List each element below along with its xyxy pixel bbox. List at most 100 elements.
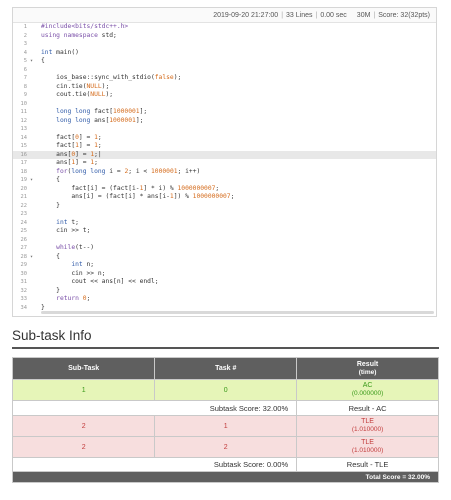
task-result: TLE (1.010000)	[296, 436, 439, 458]
code-line[interactable]: 18 for(long long i = 2; i < 1000001; i++…	[13, 168, 436, 177]
line-number: 3	[23, 41, 27, 47]
code-line[interactable]: 7 ios_base::sync_with_stdio(false);	[13, 74, 436, 83]
code-line[interactable]: 6	[13, 66, 436, 75]
line-number: 23	[20, 211, 28, 217]
code-line[interactable]: 3	[13, 40, 436, 49]
code-line[interactable]: 11 long long fact[1000001];	[13, 108, 436, 117]
subtask-result: Result - TLE	[296, 457, 439, 472]
code-line[interactable]: 16 ans[0] = 1;|	[13, 150, 436, 159]
code-editor[interactable]: 1 #include<bits/stdc++.h> 2 using namespace…	[13, 23, 436, 316]
line-number: 15	[20, 143, 28, 149]
code-line[interactable]: 28 ▾ {	[13, 253, 436, 262]
task-number: 1	[154, 415, 298, 437]
task-number: 0	[154, 379, 298, 401]
line-number: 7	[23, 75, 27, 81]
code-line[interactable]: 10	[13, 100, 436, 109]
code-text: }	[41, 303, 45, 311]
code-text: ans[0] = 1;|	[41, 150, 102, 158]
code-line[interactable]: 22 }	[13, 202, 436, 211]
code-line[interactable]: 4 int main()	[13, 49, 436, 58]
code-text: {	[41, 176, 60, 183]
line-number: 25	[20, 228, 28, 234]
line-number: 1	[23, 24, 27, 30]
fold-toggle-icon[interactable]: ▾	[30, 177, 34, 183]
code-line[interactable]: 23	[13, 210, 436, 219]
code-text: cout << ans[n] << endl;	[41, 278, 159, 285]
code-text: cin.tie(NULL);	[41, 82, 110, 90]
code-text: long long ans[1000001];	[56, 116, 144, 124]
task-number: 2	[154, 436, 298, 458]
code-line[interactable]: 9 cout.tie(NULL);	[13, 91, 436, 100]
total-score-row: Total Score = 32.00%	[12, 471, 439, 483]
code-text: int main()	[41, 48, 79, 56]
line-number: 20	[20, 185, 28, 192]
code-line[interactable]: 19 ▾ {	[13, 176, 436, 185]
col-header-subtask: Sub-Task	[11, 357, 156, 380]
code-line[interactable]: 14 fact[0] = 1;	[13, 134, 436, 143]
line-number: 12	[20, 117, 28, 124]
col-header-task: Task #	[154, 357, 298, 380]
code-text: ios_base::sync_with_stdio(false);	[41, 74, 182, 81]
line-number: 22	[20, 202, 28, 209]
line-number: 2	[23, 32, 27, 39]
code-text: fact[i] = (fact[i-1] * i) % 1000000007;	[41, 184, 220, 192]
submission-timestamp: 2019-09-20 21:27:00	[213, 11, 279, 19]
code-line[interactable]: 34}	[13, 304, 436, 313]
line-number: 9	[23, 92, 27, 98]
table-header-row: Sub-Task Task # Result (time)	[11, 357, 439, 380]
fold-toggle-icon[interactable]: ▾	[30, 253, 34, 260]
horizontal-scrollbar[interactable]	[41, 311, 434, 314]
line-number: 31	[20, 279, 28, 285]
line-number: 17	[20, 160, 28, 166]
code-line[interactable]: 13	[13, 125, 436, 134]
section-title: Sub-task Info	[12, 328, 92, 343]
line-number: 32	[20, 287, 28, 294]
task-result: TLE (1.010000)	[296, 415, 439, 437]
code-line[interactable]: 2 using namespace std;	[13, 32, 436, 41]
col-header-result: Result (time)	[296, 357, 439, 380]
subtask-score: Subtask Score: 0.00%	[11, 457, 298, 472]
code-text: #include<bits/stdc++.h>	[41, 23, 129, 30]
code-line[interactable]: 27 while(t--)	[13, 244, 436, 253]
fold-toggle-icon[interactable]: ▾	[30, 58, 34, 64]
line-number: 29	[20, 262, 28, 268]
table-row: 1 0 AC (0.000000)	[11, 379, 439, 401]
code-line[interactable]: 21 ans[i] = (fact[i] * ans[i-1]) % 10000…	[13, 193, 436, 202]
code-line[interactable]: 33 return 0;	[13, 295, 436, 304]
table-row: 2 2 TLE (1.010000)	[11, 436, 439, 458]
line-number: 28	[20, 253, 28, 260]
table-row: 2 1 TLE (1.010000)	[11, 415, 439, 437]
code-text: for(long long i = 2; i < 1000001; i++)	[56, 167, 201, 175]
line-number: 11	[20, 109, 28, 115]
code-line[interactable]: 29 int n;	[13, 261, 436, 270]
code-line[interactable]: 5 ▾ {	[13, 57, 436, 66]
code-line[interactable]: 32 }	[13, 287, 436, 296]
subtask-number: 1	[11, 379, 156, 401]
code-line[interactable]: 31 cout << ans[n] << endl;	[13, 278, 436, 287]
line-number: 16	[20, 151, 28, 158]
code-line[interactable]: 17 ans[1] = 1;	[13, 159, 436, 168]
code-line[interactable]: 25 cin >> t;	[13, 227, 436, 236]
line-number: 24	[20, 219, 28, 226]
submission-meta-bar: 2019-09-20 21:27:00 | 33 Lines | 0.00 se…	[13, 8, 436, 23]
code-line[interactable]: 8 cin.tie(NULL);	[13, 83, 436, 92]
code-line[interactable]: 15 fact[1] = 1;	[13, 142, 436, 151]
line-number: 13	[20, 126, 28, 132]
line-number: 26	[20, 236, 28, 243]
code-line[interactable]: 30 cin >> n;	[13, 270, 436, 279]
code-text: int n;	[71, 261, 95, 268]
code-line[interactable]: 20 fact[i] = (fact[i-1] * i) % 100000000…	[13, 185, 436, 194]
subtask-number: 2	[11, 436, 156, 458]
code-panel: 2019-09-20 21:27:00 | 33 Lines | 0.00 se…	[12, 7, 437, 317]
exec-time: 0.00 sec	[320, 11, 347, 19]
line-number: 6	[23, 66, 27, 73]
code-text: ans[1] = 1;	[41, 159, 98, 166]
memory-usage: 30M	[356, 11, 371, 19]
code-line[interactable]: 12 long long ans[1000001];	[13, 117, 436, 126]
code-line[interactable]: 24 int t;	[13, 219, 436, 228]
code-text: return 0;	[56, 295, 91, 302]
code-line[interactable]: 1 #include<bits/stdc++.h>	[13, 23, 436, 32]
code-text: while(t--)	[56, 244, 95, 251]
code-line[interactable]: 26	[13, 236, 436, 245]
subtask-result: Result - AC	[296, 400, 439, 416]
